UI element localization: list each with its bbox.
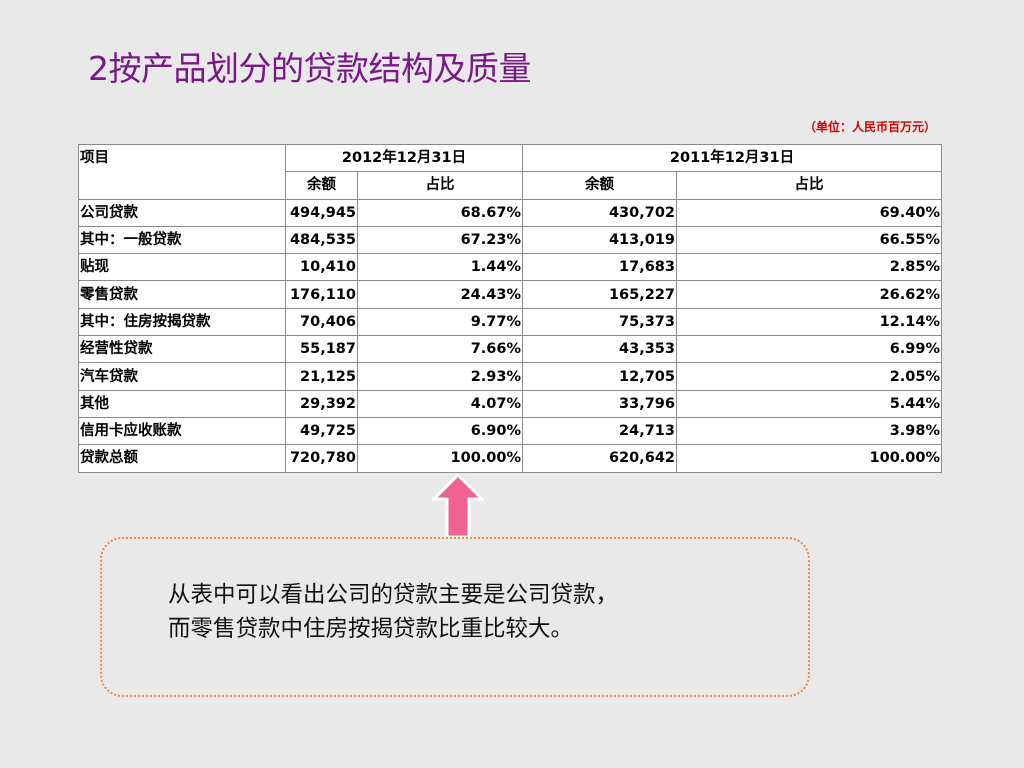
table-subheader-row: 余额 占比 余额 占比: [79, 171, 942, 200]
row-label: 零售贷款: [78, 280, 286, 309]
share-2012-cell: 68.67%: [357, 198, 523, 227]
row-label: 公司贷款: [78, 198, 286, 227]
table-row: 汽车贷款 21,125 2.93% 12,705 2.05%: [78, 362, 942, 391]
share-2012-cell: 2.93%: [357, 362, 523, 391]
share-2011-cell: 26.62%: [676, 280, 942, 309]
table-row: 信用卡应收账款 49,725 6.90% 24,713 3.98%: [78, 416, 942, 446]
table-row: 其中：一般贷款 484,535 67.23% 413,019 66.55%: [78, 225, 942, 255]
share-2011-cell: 2.05%: [676, 362, 942, 391]
share-2011-cell: 100.00%: [676, 444, 942, 473]
share-2011-cell: 12.14%: [676, 307, 942, 337]
share-2012-cell: 100.00%: [357, 444, 523, 473]
balance-2012-cell: 176,110: [285, 280, 358, 309]
row-label: 贴现: [78, 253, 286, 282]
share-2012-cell: 9.77%: [357, 307, 523, 337]
row-label: 汽车贷款: [78, 362, 286, 391]
balance-2012-cell: 720,780: [285, 444, 358, 473]
balance-2011-cell: 43,353: [522, 335, 677, 364]
table-row: 公司贷款 494,945 68.67% 430,702 69.40%: [78, 198, 942, 227]
callout-line-2: 而零售贷款中住房按揭贷款比重比较大。: [168, 616, 574, 642]
callout-box: [100, 537, 810, 697]
row-label: 信用卡应收账款: [78, 416, 286, 446]
balance-2012-cell: 29,392: [285, 389, 358, 418]
share-2012-cell: 24.43%: [357, 280, 523, 309]
balance-2012-cell: 70,406: [285, 307, 358, 337]
balance-2012-cell: 55,187: [285, 335, 358, 364]
callout-text: 从表中可以看出公司的贷款主要是公司贷款， 而零售贷款中住房按揭贷款比重比较大。: [168, 578, 618, 646]
unit-note: （单位：人民币百万元）: [803, 120, 936, 134]
balance-2011-cell: 24,713: [522, 416, 677, 446]
row-label: 其中：住房按揭贷款: [78, 307, 286, 337]
share-2012-cell: 4.07%: [357, 389, 523, 418]
share-2011-cell: 5.44%: [676, 389, 942, 418]
page-title: 2按产品划分的贷款结构及质量: [88, 49, 532, 88]
share-2011-cell: 3.98%: [676, 416, 942, 446]
balance-2011-cell: 413,019: [522, 225, 677, 255]
table-row: 其中：住房按揭贷款 70,406 9.77% 75,373 12.14%: [78, 307, 942, 337]
balance-2011-cell: 75,373: [522, 307, 677, 337]
share-2012-cell: 7.66%: [357, 335, 523, 364]
balance-2011-cell: 33,796: [522, 389, 677, 418]
share-2011-cell: 6.99%: [676, 335, 942, 364]
table-row: 贴现 10,410 1.44% 17,683 2.85%: [78, 253, 942, 282]
table-row-total: 贷款总额 720,780 100.00% 620,642 100.00%: [78, 444, 942, 473]
table-row: 零售贷款 176,110 24.43% 165,227 26.62%: [78, 280, 942, 309]
loan-structure-table: 项目 2012年12月31日 2011年12月31日 余额 占比 余额 占比 公…: [78, 143, 942, 473]
share-2012-cell: 6.90%: [357, 416, 523, 446]
column-header-2012: 2012年12月31日: [285, 143, 523, 173]
balance-2011-cell: 430,702: [522, 198, 677, 227]
subheader-share-2012: 占比: [357, 171, 523, 200]
table-header-row: 项目 2012年12月31日 2011年12月31日: [78, 143, 942, 200]
balance-2012-cell: 484,535: [285, 225, 358, 255]
balance-2012-cell: 494,945: [285, 198, 358, 227]
share-2011-cell: 66.55%: [676, 225, 942, 255]
column-header-2011: 2011年12月31日: [522, 143, 942, 173]
balance-2011-cell: 12,705: [522, 362, 677, 391]
share-2012-cell: 67.23%: [357, 225, 523, 255]
balance-2012-cell: 49,725: [285, 416, 358, 446]
up-arrow-icon: [432, 473, 484, 539]
balance-2011-cell: 165,227: [522, 280, 677, 309]
balance-2012-cell: 21,125: [285, 362, 358, 391]
row-label: 经营性贷款: [78, 335, 286, 364]
column-header-item: 项目: [78, 144, 286, 200]
table-row: 其他 29,392 4.07% 33,796 5.44%: [78, 389, 942, 418]
table-row: 经营性贷款 55,187 7.66% 43,353 6.99%: [78, 335, 942, 364]
subheader-share-2011: 占比: [676, 171, 942, 200]
share-2011-cell: 69.40%: [676, 198, 942, 227]
row-label: 其中：一般贷款: [78, 225, 286, 255]
row-label: 贷款总额: [78, 444, 286, 473]
subheader-balance-2012: 余额: [285, 171, 358, 200]
subheader-balance-2011: 余额: [522, 171, 677, 200]
callout-line-1: 从表中可以看出公司的贷款主要是公司贷款，: [168, 582, 619, 608]
balance-2011-cell: 17,683: [522, 253, 677, 282]
balance-2011-cell: 620,642: [522, 444, 677, 473]
share-2011-cell: 2.85%: [676, 253, 942, 282]
balance-2012-cell: 10,410: [285, 253, 358, 282]
share-2012-cell: 1.44%: [357, 253, 523, 282]
row-label: 其他: [78, 389, 286, 418]
